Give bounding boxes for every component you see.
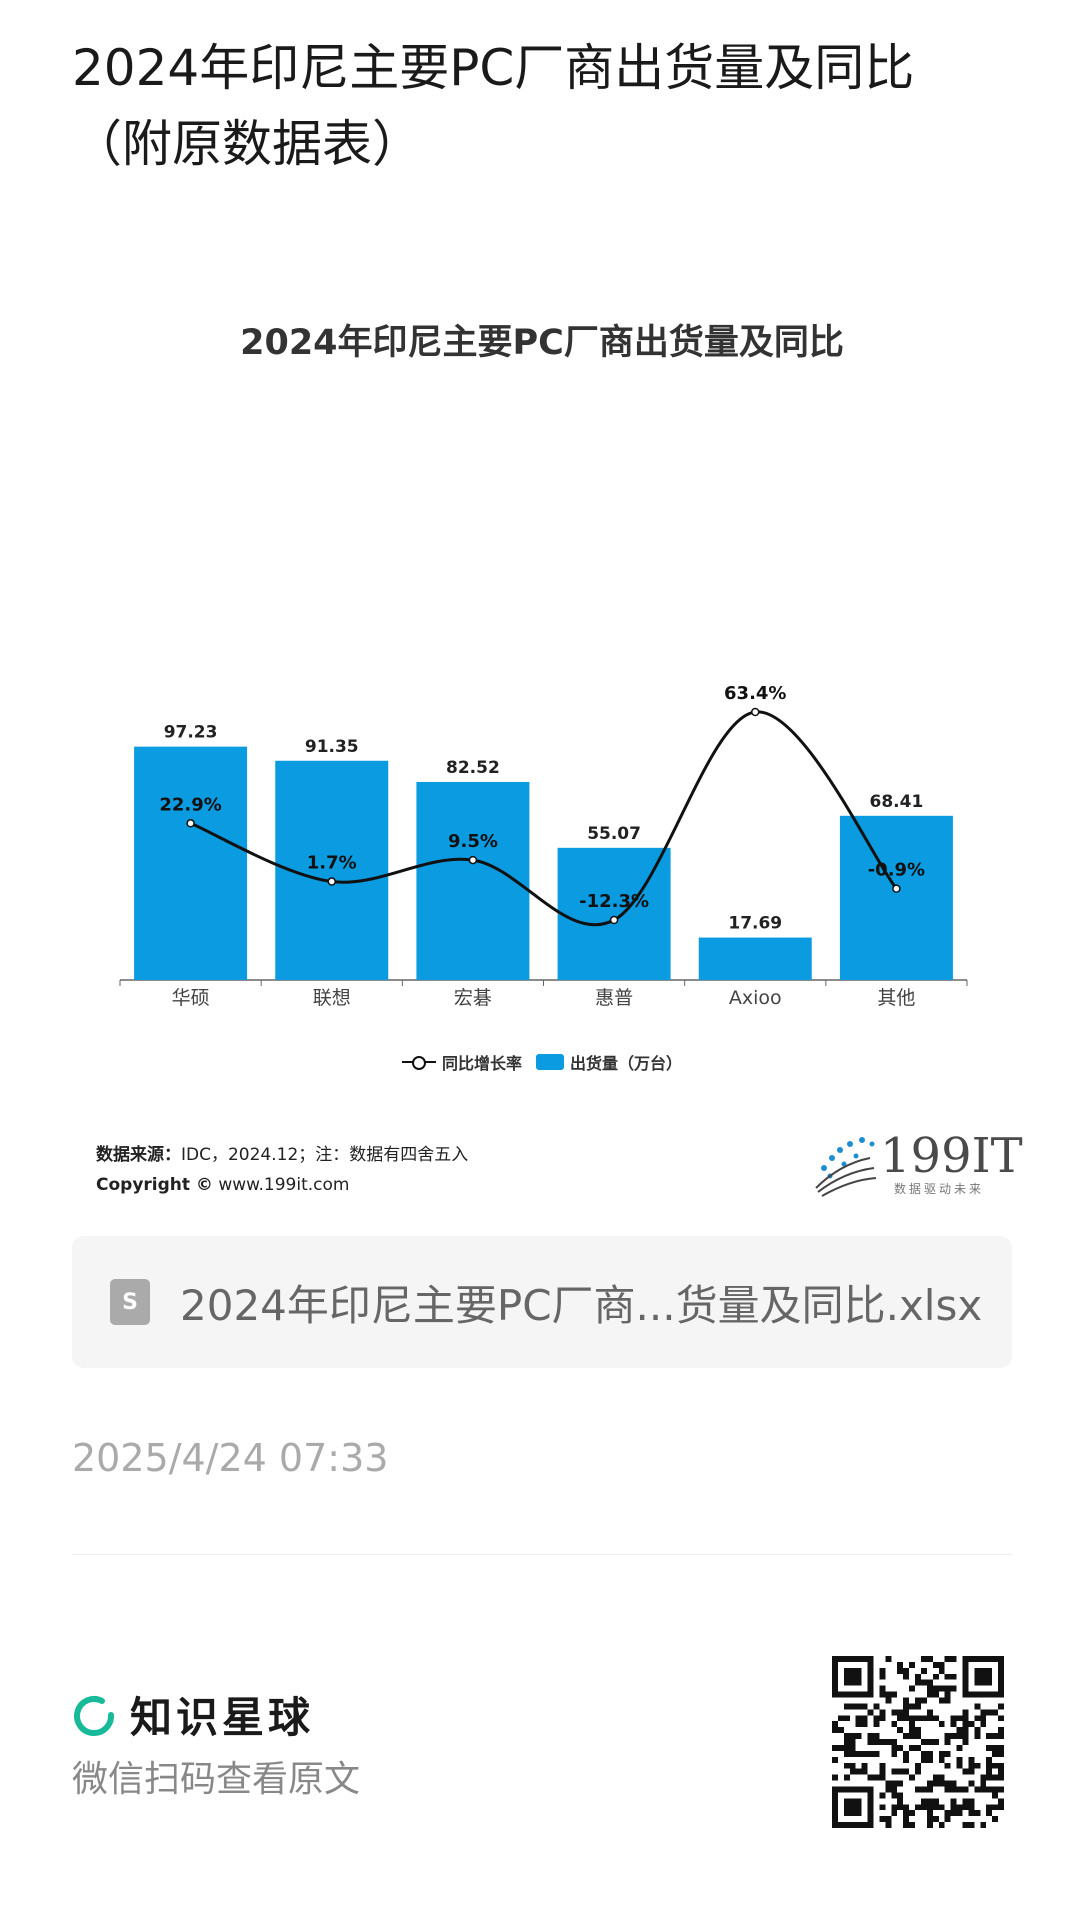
growth-value-label: 1.7% [307, 853, 357, 874]
copyright-site: www.199it.com [218, 1175, 350, 1195]
app-name: 知识星球 [130, 1693, 315, 1742]
x-tick-label: 联想 [313, 987, 351, 1009]
legend-label-growth: 同比增长率 [441, 1054, 522, 1073]
app-brand: 知识星球 [72, 1684, 314, 1745]
chart-title: 2024年印尼主要PC厂商出货量及同比 [240, 323, 844, 363]
growth-point [186, 819, 195, 828]
bar [134, 746, 248, 980]
bar-value-label: 91.35 [305, 737, 359, 757]
brand-slogan: 数据驱动未来 [894, 1182, 985, 1196]
x-tick-label: Axioo [729, 987, 782, 1009]
x-tick-label: 华硕 [172, 987, 210, 1009]
planet-logo-icon [74, 1695, 115, 1736]
bar-value-label: 97.23 [164, 723, 218, 743]
bar-value-label: 17.69 [728, 914, 782, 934]
bar [698, 937, 812, 980]
x-tick-label: 其他 [877, 987, 915, 1009]
post-timestamp: 2025/4/24 07:33 [72, 1436, 389, 1480]
copyright-label: Copyright © [96, 1175, 213, 1195]
legend-label-shipments: 出货量（万台） [570, 1054, 683, 1073]
file-icon-letter: S [122, 1289, 138, 1315]
source-text: IDC，2024.12；注：数据有四舍五入 [181, 1145, 469, 1165]
source-label: 数据来源： [96, 1145, 181, 1165]
page-title: 2024年印尼主要PC厂商出货量及同比（附原数据表） [72, 39, 915, 173]
chart-legend: 同比增长率 出货量（万台） [72, 1050, 1012, 1074]
bar [557, 847, 671, 980]
x-tick-label: 宏碁 [454, 987, 492, 1009]
bar-value-label: 68.41 [870, 792, 924, 812]
bar-swatch-icon [536, 1054, 564, 1070]
bar [839, 815, 953, 980]
growth-point [468, 855, 478, 865]
bar-value-label: 55.07 [587, 824, 641, 844]
growth-value-label: -0.9% [868, 860, 925, 881]
source-note: 数据来源：IDC，2024.12；注：数据有四舍五入 Copyright © w… [96, 1140, 468, 1200]
brand-dots-icon [815, 1137, 877, 1197]
bar-value-label: 82.52 [446, 758, 500, 778]
qr-code-icon[interactable] [832, 1656, 1004, 1828]
growth-value-label: 9.5% [448, 831, 498, 852]
chart-card: 2024年印尼主要PC厂商出货量及同比 97.23 华硕 91.35 联想 82.52 宏… [72, 290, 1023, 1220]
bar [416, 781, 530, 980]
chart-svg: 97.23 华硕 91.35 联想 82.52 宏碁 55.07 惠普 17.69 Axioo 68… [119, 683, 968, 1009]
divider [72, 1554, 1012, 1555]
line-marker-icon [401, 1055, 436, 1070]
legend-item-shipments[interactable]: 出货量（万台） [536, 1050, 682, 1074]
file-name: 2024年印尼主要PC厂商...货量及同比.xlsx [180, 1280, 983, 1330]
growth-value-label: 22.9% [159, 794, 221, 815]
growth-point [609, 915, 619, 925]
growth-value-label: -12.3% [579, 891, 649, 912]
growth-point [892, 884, 901, 893]
growth-point [751, 707, 760, 717]
brand-name: 199IT [880, 1128, 1023, 1184]
legend-item-growth[interactable]: 同比增长率 [401, 1050, 522, 1074]
x-tick-label: 惠普 [595, 987, 633, 1009]
growth-value-label: 63.4% [724, 683, 786, 704]
spreadsheet-file-icon: S [110, 1279, 150, 1325]
attachment-file-card[interactable]: S 2024年印尼主要PC厂商...货量及同比.xlsx [72, 1236, 1012, 1368]
scan-hint: 微信扫码查看原文 [72, 1759, 361, 1800]
growth-point [327, 877, 336, 886]
